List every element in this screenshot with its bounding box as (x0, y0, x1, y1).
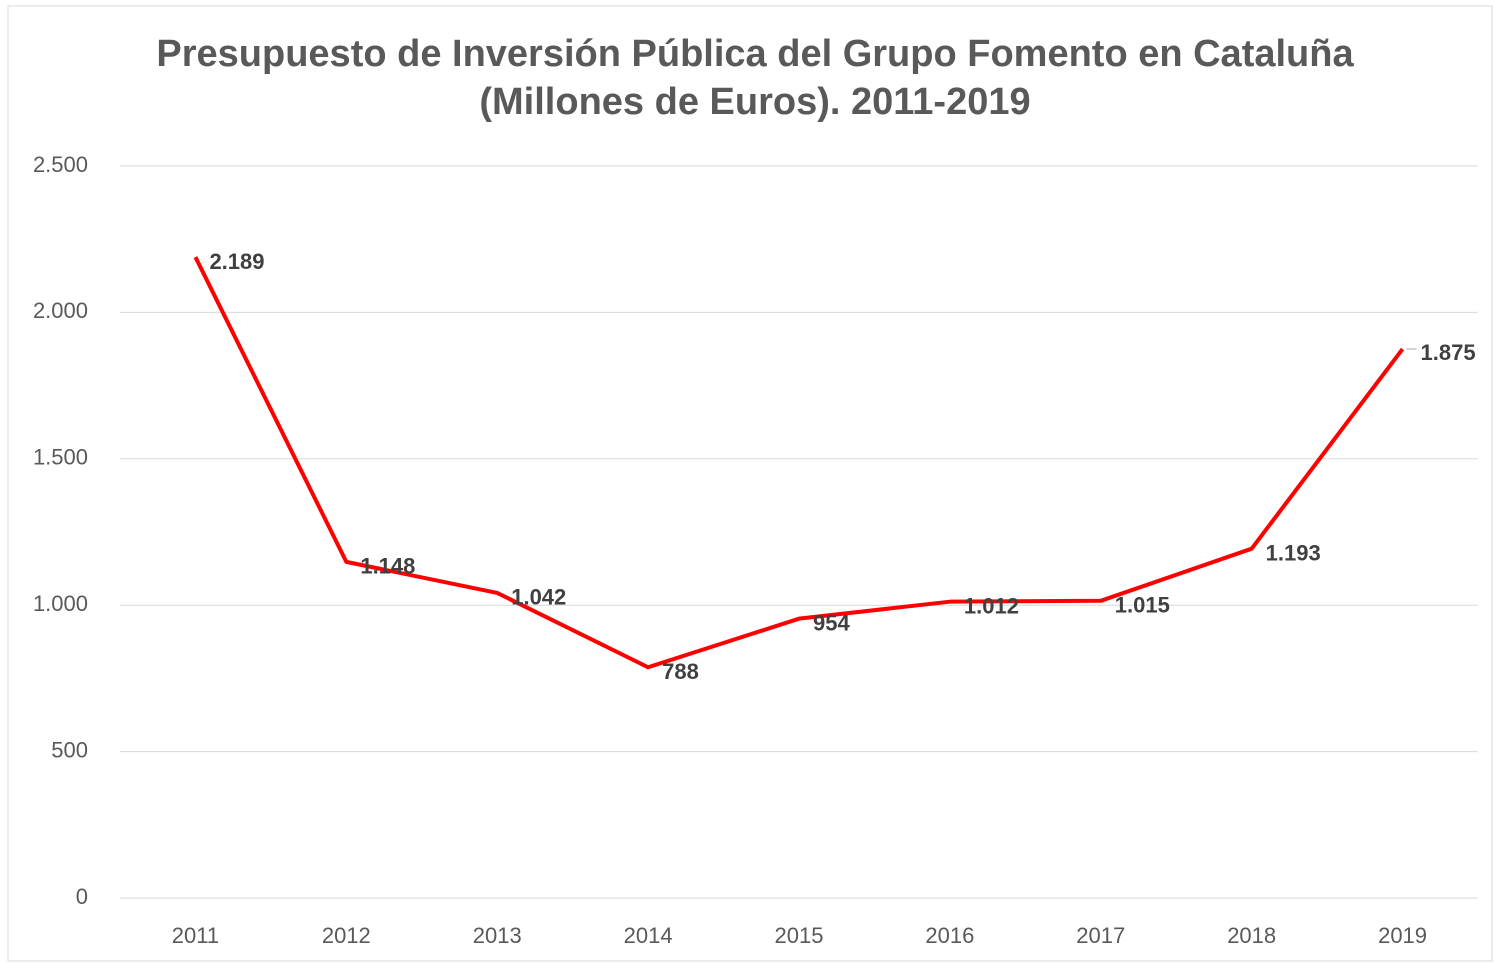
x-tick-label: 2016 (925, 923, 974, 948)
y-tick-label: 0 (76, 884, 88, 909)
x-tick-label: 2013 (473, 923, 522, 948)
data-label: 1.015 (1115, 593, 1170, 618)
data-label: 954 (813, 610, 850, 635)
line (193, 256, 1405, 670)
x-tick-label: 2015 (775, 923, 824, 948)
x-tick-label: 2018 (1227, 923, 1276, 948)
x-tick-label: 2019 (1378, 923, 1427, 948)
chart-title: Presupuesto de Inversión Pública del Gru… (156, 33, 1354, 123)
data-label: 1.042 (511, 585, 566, 610)
chart-border (7, 5, 1493, 962)
x-tick-label: 2017 (1076, 923, 1125, 948)
data-label: 1.193 (1266, 541, 1321, 566)
data-label: 788 (662, 659, 699, 684)
data-label: 1.875 (1421, 340, 1476, 365)
x-tick-label: 2012 (322, 923, 371, 948)
y-tick-label: 1.500 (33, 445, 88, 470)
x-tick-label: 2014 (624, 923, 673, 948)
data-label: 1.012 (964, 593, 1019, 618)
y-tick-label: 2.000 (33, 298, 88, 323)
y-tick-label: 500 (51, 737, 88, 762)
data-label: 2.189 (209, 249, 264, 274)
y-tick-label: 2.500 (33, 152, 88, 177)
x-tick-label: 2011 (172, 923, 219, 948)
data-label: 1.148 (360, 554, 415, 579)
y-tick-label: 1.000 (33, 591, 88, 616)
